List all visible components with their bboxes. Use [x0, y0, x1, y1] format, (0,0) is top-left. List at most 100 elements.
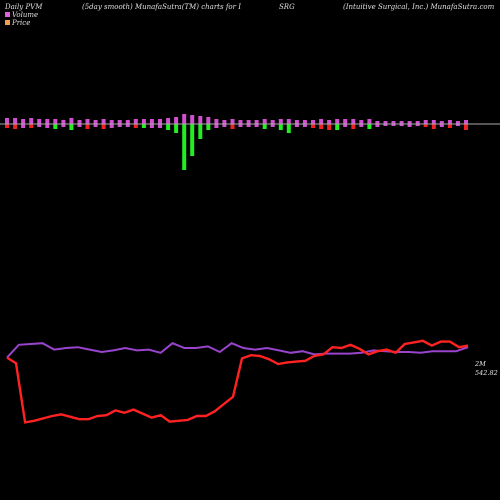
volume-bar-upper — [423, 120, 428, 124]
volume-bar-lower — [270, 124, 275, 127]
volume-bar-upper — [21, 119, 26, 124]
volume-bar-upper — [198, 116, 203, 124]
volume-bar-lower — [359, 124, 364, 127]
volume-bar-lower — [415, 124, 420, 126]
volume-bar-lower — [117, 124, 122, 127]
volume-bar-upper — [254, 120, 259, 124]
volume-bar-lower — [367, 124, 372, 129]
volume-bar-upper — [61, 120, 66, 124]
volume-bar-upper — [455, 121, 460, 124]
chart-type-label: Daily PVM — [5, 3, 43, 11]
volume-bar-upper — [431, 120, 436, 124]
volume-bar-upper — [117, 120, 122, 124]
legend-price-swatch — [5, 20, 10, 25]
volume-bar-lower — [423, 124, 428, 127]
volume-bar-lower — [439, 124, 444, 127]
symbol-label: SRG — [279, 3, 295, 11]
volume-bar-lower — [69, 124, 74, 130]
volume-bar-lower — [166, 124, 171, 130]
volume-bar-lower — [238, 124, 243, 127]
volume-bar-upper — [85, 119, 90, 124]
volume-bar-upper — [182, 114, 187, 124]
volume-bar-lower — [190, 124, 195, 156]
volume-bar-lower — [230, 124, 235, 129]
volume-bar-lower — [149, 124, 154, 128]
volume-bar-lower — [21, 124, 26, 128]
volume-bar-lower — [53, 124, 58, 129]
chart-title: (5day smooth) MunafaSutra(TM) charts for… — [82, 3, 241, 11]
volume-bar-upper — [125, 120, 130, 124]
volume-bar-upper — [109, 120, 114, 124]
volume-bar-lower — [174, 124, 179, 133]
price-line — [6, 339, 469, 424]
volume-bar-lower — [101, 124, 106, 129]
volume-bar-lower — [85, 124, 90, 129]
volume-bar-lower — [206, 124, 211, 130]
volume-bar-lower — [37, 124, 42, 127]
volume-bar-lower — [343, 124, 348, 127]
volume-bar-upper — [367, 119, 372, 124]
volume-bar-lower — [133, 124, 138, 128]
volume-bar-lower — [399, 124, 404, 126]
volume-bar-upper — [464, 120, 468, 124]
volume-bar-lower — [375, 124, 380, 127]
volume-bar-lower — [13, 124, 18, 129]
volume-bar-upper — [447, 120, 452, 124]
volume-bar-lower — [327, 124, 332, 130]
volume-bar-lower — [447, 124, 452, 128]
volume-bar-upper — [133, 119, 138, 124]
volume-bar-upper — [158, 119, 162, 124]
volume-bar-lower — [407, 124, 412, 127]
volume-bar-upper — [327, 120, 332, 124]
legend-price-label: Price — [12, 19, 31, 27]
volume-bar-upper — [343, 119, 348, 124]
volume-bar-upper — [351, 119, 356, 124]
volume-bar-upper — [302, 120, 307, 124]
volume-bar-upper — [230, 119, 235, 124]
volume-bar-lower — [286, 124, 291, 133]
legend-volume: Volume — [5, 11, 38, 19]
legend-volume-swatch — [5, 12, 10, 17]
volume-bar-lower — [311, 124, 315, 128]
volume-bar-upper — [415, 121, 420, 124]
volume-bar-upper — [206, 117, 211, 124]
volume-bar-upper — [246, 120, 251, 124]
volume-bar-upper — [375, 121, 380, 124]
volume-bar-upper — [222, 120, 227, 124]
volume-bar-lower — [246, 124, 251, 127]
volume-bar-lower — [29, 124, 34, 128]
volume-bar-lower — [5, 124, 9, 128]
company-label: (Intuitive Surgical, Inc.) MunafaSutra.c… — [343, 3, 495, 11]
volume-bar-upper — [391, 121, 396, 124]
volume-bar-upper — [37, 119, 42, 124]
volume-bar-upper — [13, 118, 18, 124]
volume-bar-upper — [166, 118, 171, 124]
volume-bar-upper — [93, 120, 98, 124]
volume-bar-upper — [77, 120, 82, 124]
volume-bar-lower — [455, 124, 460, 126]
legend-price: Price — [5, 19, 30, 27]
volume-bar-upper — [294, 120, 299, 124]
volume-bar-lower — [383, 124, 388, 126]
volume-bar-lower — [158, 124, 162, 128]
volume-line-label: 2M — [474, 360, 486, 368]
volume-bar-lower — [262, 124, 267, 129]
volume-bar-lower — [61, 124, 66, 127]
volume-bars — [5, 114, 468, 170]
volume-bar-lower — [431, 124, 436, 129]
volume-bar-upper — [359, 120, 364, 124]
volume-bar-lower — [294, 124, 299, 127]
volume-bar-upper — [174, 117, 179, 124]
volume-bar-lower — [254, 124, 259, 127]
volume-bar-lower — [464, 124, 468, 130]
last-price-label: 542.82 — [475, 369, 498, 377]
volume-bar-upper — [311, 120, 315, 124]
volume-bar-lower — [391, 124, 396, 126]
volume-bar-lower — [45, 124, 50, 128]
volume-bar-upper — [270, 120, 275, 124]
volume-bar-lower — [335, 124, 340, 130]
volume-bar-lower — [278, 124, 283, 130]
volume-bar-lower — [319, 124, 324, 129]
volume-bar-upper — [439, 121, 444, 124]
